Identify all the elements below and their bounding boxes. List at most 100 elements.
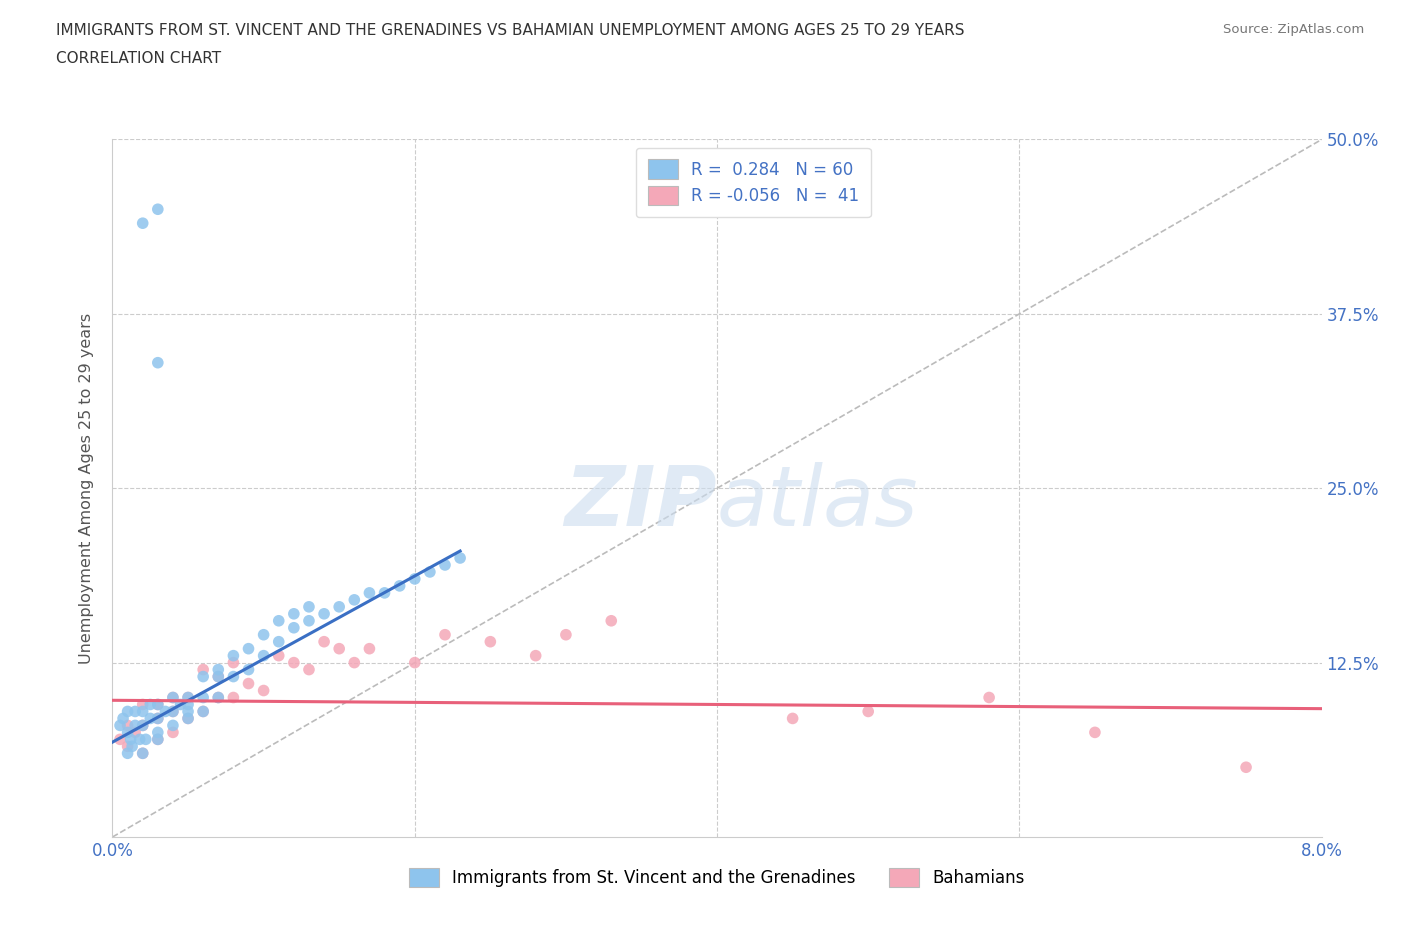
- Point: [177, 711, 200, 725]
- Point: [191, 704, 215, 719]
- Point: [207, 690, 229, 705]
- Point: [524, 648, 547, 663]
- Point: [343, 656, 366, 671]
- Text: IMMIGRANTS FROM ST. VINCENT AND THE GRENADINES VS BAHAMIAN UNEMPLOYMENT AMONG AG: IMMIGRANTS FROM ST. VINCENT AND THE GREN…: [56, 23, 965, 38]
- Point: [191, 670, 215, 684]
- Point: [108, 732, 131, 747]
- Point: [177, 704, 200, 719]
- Point: [1084, 725, 1107, 740]
- Point: [359, 642, 381, 657]
- Point: [117, 718, 139, 733]
- Point: [132, 698, 155, 712]
- Point: [169, 698, 191, 712]
- Point: [146, 732, 169, 747]
- Point: [328, 600, 350, 615]
- Text: Source: ZipAtlas.com: Source: ZipAtlas.com: [1223, 23, 1364, 36]
- Point: [117, 725, 139, 740]
- Point: [146, 698, 169, 712]
- Point: [162, 725, 184, 740]
- Point: [162, 704, 184, 719]
- Point: [253, 683, 276, 698]
- Point: [146, 698, 169, 712]
- Point: [782, 711, 804, 725]
- Point: [207, 670, 229, 684]
- Point: [162, 718, 184, 733]
- Point: [146, 202, 169, 217]
- Point: [146, 711, 169, 725]
- Point: [222, 690, 245, 705]
- Point: [433, 558, 456, 573]
- Point: [177, 690, 200, 705]
- Point: [117, 746, 139, 761]
- Point: [132, 746, 155, 761]
- Point: [146, 725, 169, 740]
- Point: [132, 216, 155, 231]
- Point: [124, 704, 146, 719]
- Point: [283, 656, 305, 671]
- Point: [146, 355, 169, 370]
- Point: [222, 670, 245, 684]
- Point: [388, 578, 411, 593]
- Point: [128, 732, 150, 747]
- Point: [449, 551, 471, 565]
- Point: [162, 690, 184, 705]
- Point: [253, 628, 276, 643]
- Point: [298, 600, 321, 615]
- Point: [120, 732, 142, 747]
- Point: [124, 718, 146, 733]
- Point: [124, 725, 146, 740]
- Point: [404, 571, 426, 587]
- Point: [162, 690, 184, 705]
- Point: [359, 586, 381, 601]
- Point: [298, 662, 321, 677]
- Point: [600, 614, 623, 629]
- Point: [238, 642, 260, 657]
- Point: [132, 704, 155, 719]
- Point: [191, 704, 215, 719]
- Point: [267, 648, 290, 663]
- Point: [979, 690, 1001, 705]
- Point: [191, 690, 215, 705]
- Point: [222, 656, 245, 671]
- Point: [146, 732, 169, 747]
- Point: [238, 662, 260, 677]
- Point: [283, 620, 305, 635]
- Point: [117, 738, 139, 753]
- Point: [479, 634, 502, 649]
- Point: [139, 698, 162, 712]
- Point: [121, 738, 143, 753]
- Point: [373, 586, 396, 601]
- Point: [312, 634, 335, 649]
- Point: [404, 656, 426, 671]
- Point: [132, 746, 155, 761]
- Point: [117, 704, 139, 719]
- Point: [419, 565, 441, 579]
- Text: ZIP: ZIP: [564, 461, 717, 543]
- Point: [207, 662, 229, 677]
- Point: [267, 614, 290, 629]
- Point: [1234, 760, 1257, 775]
- Point: [132, 718, 155, 733]
- Point: [207, 690, 229, 705]
- Y-axis label: Unemployment Among Ages 25 to 29 years: Unemployment Among Ages 25 to 29 years: [79, 312, 94, 664]
- Point: [554, 628, 576, 643]
- Text: atlas: atlas: [717, 461, 918, 543]
- Point: [108, 718, 131, 733]
- Point: [207, 670, 229, 684]
- Point: [177, 690, 200, 705]
- Legend: Immigrants from St. Vincent and the Grenadines, Bahamians: Immigrants from St. Vincent and the Gren…: [398, 856, 1036, 898]
- Point: [283, 606, 305, 621]
- Point: [139, 711, 162, 725]
- Point: [191, 662, 215, 677]
- Text: CORRELATION CHART: CORRELATION CHART: [56, 51, 221, 66]
- Point: [155, 704, 177, 719]
- Point: [267, 634, 290, 649]
- Point: [162, 704, 184, 719]
- Point: [238, 676, 260, 691]
- Point: [135, 732, 157, 747]
- Point: [177, 711, 200, 725]
- Point: [177, 698, 200, 712]
- Point: [222, 648, 245, 663]
- Point: [253, 648, 276, 663]
- Point: [343, 592, 366, 607]
